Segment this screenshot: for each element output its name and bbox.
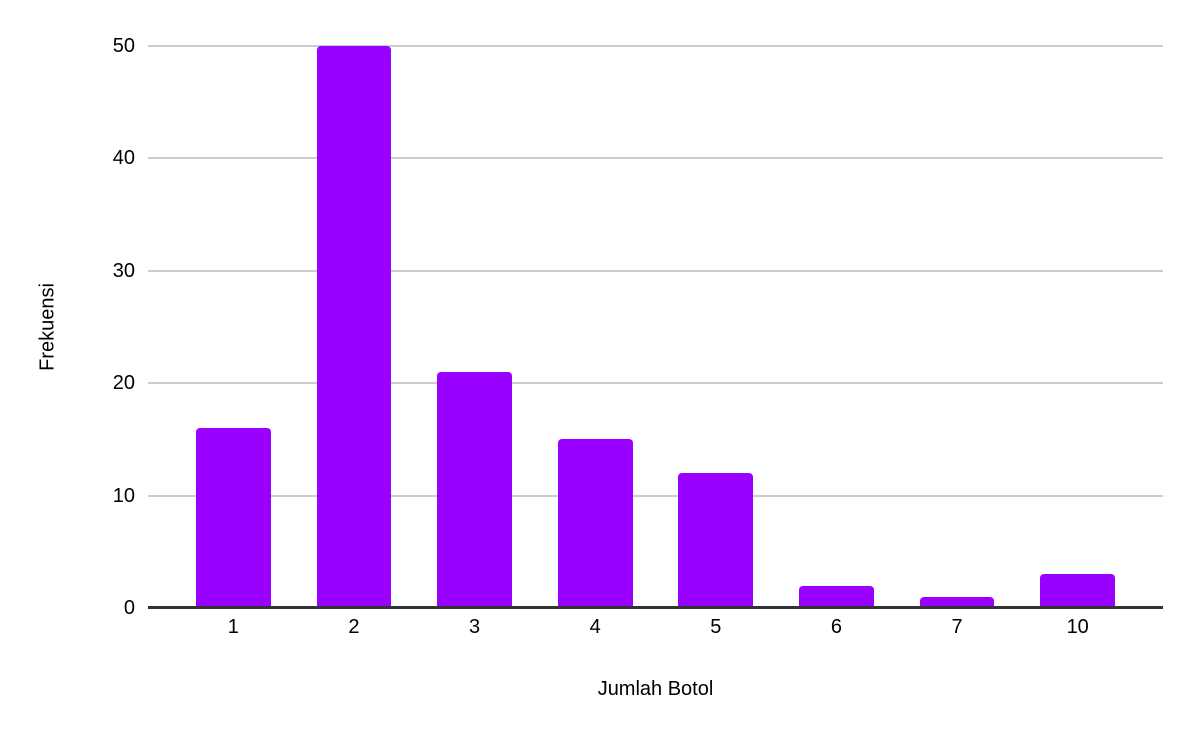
bar bbox=[316, 46, 392, 608]
y-tick-label: 10 bbox=[112, 484, 135, 507]
y-tick-label: 20 bbox=[112, 372, 135, 395]
bar bbox=[678, 473, 754, 608]
x-axis-line bbox=[148, 606, 1163, 609]
bar bbox=[195, 428, 271, 608]
x-axis-tick-labels: 1 2 3 4 5 6 7 10 bbox=[148, 612, 1163, 642]
x-tick-label: 4 bbox=[589, 616, 601, 638]
bar-series bbox=[148, 46, 1163, 608]
x-tick-label: 2 bbox=[348, 616, 360, 638]
x-axis-title: Jumlah Botol bbox=[597, 678, 714, 700]
bar-slot bbox=[294, 46, 415, 608]
x-tick-label: 1 bbox=[227, 616, 239, 638]
x-tick-label: 10 bbox=[1066, 616, 1089, 638]
bar-slot bbox=[414, 46, 535, 608]
bar-slot bbox=[1017, 46, 1138, 608]
bar-slot bbox=[897, 46, 1018, 608]
gridline bbox=[148, 45, 1163, 47]
x-tick-label: 3 bbox=[469, 616, 481, 638]
bar bbox=[1040, 574, 1116, 608]
bar-slot bbox=[656, 46, 777, 608]
y-axis-tick-labels: 0 10 20 30 40 50 bbox=[0, 36, 135, 618]
y-tick-label: 40 bbox=[112, 147, 135, 170]
x-tick-label: 6 bbox=[830, 616, 842, 638]
gridline bbox=[148, 269, 1163, 272]
y-tick-label: 30 bbox=[112, 259, 135, 282]
bar bbox=[799, 585, 874, 608]
x-tick-label: 7 bbox=[951, 616, 963, 638]
gridline bbox=[148, 494, 1163, 497]
bar bbox=[919, 596, 995, 608]
gridline bbox=[148, 157, 1163, 160]
y-tick-label: 0 bbox=[123, 597, 135, 619]
gridline bbox=[148, 382, 1163, 385]
x-tick-label: 5 bbox=[710, 616, 722, 638]
plot-area bbox=[148, 45, 1163, 609]
bar-slot bbox=[173, 46, 294, 608]
bar-slot bbox=[776, 46, 897, 608]
y-tick-label: 50 bbox=[112, 35, 135, 57]
bar-slot bbox=[535, 46, 656, 608]
bar bbox=[437, 371, 512, 608]
bar bbox=[557, 439, 633, 608]
